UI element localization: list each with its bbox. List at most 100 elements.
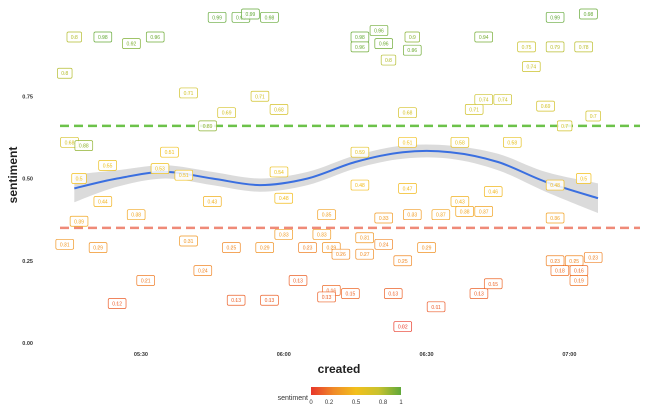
- data-label-text: 0.37: [479, 209, 489, 215]
- data-label-text: 0.48: [279, 196, 289, 202]
- data-label-box: [298, 242, 317, 253]
- data-label: 0.37: [431, 209, 451, 221]
- data-label: 0.69: [217, 107, 236, 119]
- data-label: 0.13: [469, 288, 489, 299]
- data-label-text: 0.71: [469, 107, 479, 113]
- data-label-text: 0.68: [274, 107, 284, 113]
- data-label-box: [474, 31, 493, 43]
- data-label-text: 0.36: [550, 216, 560, 222]
- data-label: 0.31: [355, 232, 374, 244]
- data-label-text: 0.13: [322, 295, 332, 301]
- data-label-text: 0.13: [265, 298, 275, 304]
- data-label-text: 0.15: [488, 282, 498, 288]
- data-label: 0.98: [579, 8, 598, 20]
- data-label: 0.96: [403, 44, 422, 56]
- data-label-text: 0.13: [474, 292, 484, 298]
- data-label: 0.79: [545, 41, 565, 53]
- data-label: 0.24: [374, 238, 393, 250]
- data-label: 0.71: [179, 87, 198, 99]
- x-tick-label: 06:00: [277, 352, 291, 358]
- data-label: 0.5: [576, 173, 592, 184]
- data-label-box: [317, 291, 336, 303]
- data-label-text: 0.99: [550, 15, 560, 21]
- data-label-box: [503, 136, 522, 148]
- data-label-text: 0.98: [98, 35, 108, 41]
- data-label-box: [98, 159, 117, 171]
- data-label-box: [269, 104, 289, 115]
- data-label-box: [545, 179, 565, 191]
- data-label: 0.99: [545, 11, 565, 23]
- data-label-box: [331, 248, 351, 260]
- data-label: 0.25: [222, 242, 241, 253]
- data-label: 0.13: [383, 288, 403, 299]
- data-label-box: [179, 235, 198, 247]
- data-label-text: 0.94: [479, 35, 489, 41]
- y-tick-label: 0.25: [22, 259, 33, 265]
- data-label: 0.33: [403, 209, 422, 221]
- data-label: 0.54: [269, 166, 289, 178]
- y-tick-label: 0.50: [22, 177, 33, 183]
- data-label-box: [274, 229, 294, 240]
- data-label: 0.74: [522, 61, 541, 72]
- data-label-text: 0.13: [231, 298, 241, 304]
- data-label: 0.51: [398, 136, 417, 148]
- data-label-text: 0.23: [303, 246, 313, 252]
- data-label: 0.92: [122, 38, 141, 49]
- legend-tick-label: 1: [399, 400, 403, 406]
- data-label-text: 0.37: [436, 213, 446, 219]
- data-label-text: 0.16: [574, 269, 584, 275]
- data-label-box: [469, 288, 489, 299]
- data-label-text: 0.12: [112, 302, 122, 308]
- data-label-box: [207, 11, 227, 23]
- smooth-confidence-band: [74, 144, 599, 213]
- data-label-text: 0.99: [236, 15, 246, 21]
- data-label: 0.02: [393, 321, 413, 332]
- data-label-text: 0.16: [326, 288, 336, 294]
- data-label-text: 0.92: [127, 42, 137, 48]
- legend-tick-label: 0.8: [379, 400, 388, 406]
- data-label-box: [107, 298, 127, 309]
- data-label-text: 0.98: [584, 12, 594, 18]
- data-label-text: 0.8: [385, 58, 392, 64]
- data-label-box: [226, 294, 246, 306]
- y-tick-label: 0.00: [22, 341, 33, 347]
- data-label: 0.12: [107, 298, 127, 309]
- data-label: 0.39: [69, 215, 89, 227]
- data-label-box: [545, 11, 565, 23]
- data-label: 0.29: [88, 242, 108, 253]
- data-label: 0.43: [203, 196, 222, 207]
- data-label-text: 0.24: [379, 242, 389, 248]
- data-label: 0.21: [136, 275, 155, 286]
- data-label: 0.31: [55, 238, 75, 250]
- data-label: 0.99: [241, 8, 260, 20]
- data-label: 0.18: [550, 265, 570, 276]
- data-label: 0.43: [450, 196, 470, 207]
- data-label-box: [583, 252, 603, 263]
- data-label: 0.19: [569, 275, 589, 286]
- data-label: 0.88: [74, 140, 94, 151]
- data-label-text: 0.29: [260, 246, 270, 252]
- data-label-text: 0.98: [355, 35, 365, 41]
- data-label: 0.96: [374, 38, 393, 49]
- data-label: 0.13: [260, 294, 279, 306]
- data-label-box: [288, 275, 308, 286]
- data-label-box: [88, 242, 108, 253]
- data-label-text: 0.39: [74, 219, 84, 225]
- data-label-box: [122, 38, 141, 49]
- data-label-text: 0.15: [346, 292, 356, 298]
- data-label-text: 0.38: [131, 213, 141, 219]
- data-label-box: [217, 107, 236, 119]
- legend-tick-label: 0.2: [325, 400, 334, 406]
- data-label-text: 0.55: [103, 163, 113, 169]
- data-label-box: [255, 242, 274, 253]
- data-label-text: 0.23: [588, 255, 598, 261]
- data-label-text: 0.33: [379, 216, 389, 222]
- reference-lines: [60, 124, 640, 230]
- data-label-text: 0.13: [293, 278, 303, 284]
- data-label: 0.23: [583, 252, 603, 263]
- data-label-box: [574, 41, 593, 53]
- data-label: 0.7: [585, 110, 601, 122]
- data-label: 0.15: [341, 288, 360, 299]
- data-label-box: [126, 209, 146, 221]
